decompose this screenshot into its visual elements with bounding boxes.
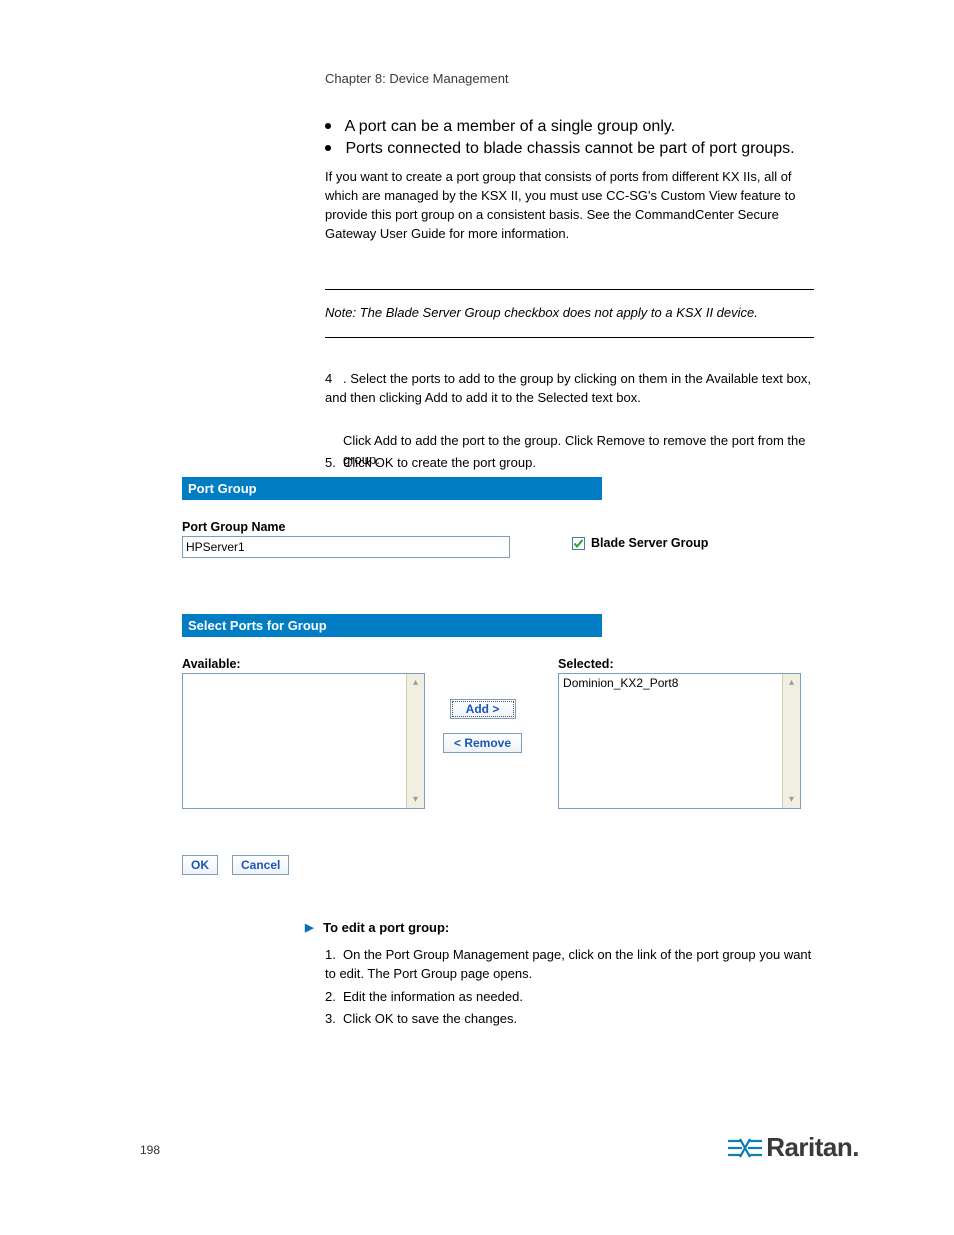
blade-server-group-option[interactable]: Blade Server Group bbox=[572, 536, 708, 550]
intro-paragraph: If you want to create a port group that … bbox=[325, 168, 814, 243]
raritan-logo-icon bbox=[728, 1135, 762, 1161]
raritan-logo: Raritan. bbox=[728, 1132, 859, 1163]
bullet-dot bbox=[325, 123, 331, 129]
list-item[interactable]: Dominion_KX2_Port8 bbox=[563, 676, 796, 690]
step-num-2: 2. bbox=[325, 988, 343, 1007]
arrow-icon: ▶ bbox=[305, 922, 313, 934]
selected-scrollbar[interactable]: ▴ ▾ bbox=[782, 674, 800, 808]
chapter-heading: Chapter 8: Device Management bbox=[325, 70, 824, 88]
available-listbox[interactable]: ▴ ▾ bbox=[182, 673, 425, 809]
available-column: Available: ▴ ▾ bbox=[182, 657, 425, 809]
section-header-port-group: Port Group bbox=[182, 477, 602, 500]
transfer-buttons: Add > < Remove bbox=[443, 699, 522, 753]
chapter-title-text: Chapter 8: Device Management bbox=[325, 71, 509, 86]
cancel-button[interactable]: Cancel bbox=[232, 855, 289, 875]
page: Chapter 8: Device Management A port can … bbox=[0, 0, 954, 1235]
available-label: Available: bbox=[182, 657, 425, 671]
selected-column: Selected: Dominion_KX2_Port8 ▴ ▾ bbox=[558, 657, 801, 809]
port-group-name-row: Blade Server Group bbox=[182, 536, 847, 558]
bullet-1-text: A port can be a member of a single group… bbox=[345, 118, 676, 135]
checkmark-icon bbox=[573, 538, 584, 549]
scroll-down-icon[interactable]: ▾ bbox=[407, 791, 424, 808]
step-1-text: On the Port Group Management page, click… bbox=[325, 947, 811, 981]
port-group-screenshot: Port Group Port Group Name Blade Server … bbox=[182, 477, 847, 875]
note-text: Note: The Blade Server Group checkbox do… bbox=[325, 290, 814, 337]
bullet-1: A port can be a member of a single group… bbox=[325, 118, 814, 136]
dual-list-selector: Available: ▴ ▾ Add > < Remove Selected: … bbox=[182, 657, 847, 809]
todo-heading: ▶ To edit a port group: bbox=[305, 920, 814, 935]
blade-label: Blade Server Group bbox=[591, 536, 708, 550]
available-scrollbar[interactable]: ▴ ▾ bbox=[406, 674, 424, 808]
bullet-2: Ports connected to blade chassis cannot … bbox=[325, 140, 814, 158]
step-2: 2.Edit the information as needed. bbox=[325, 988, 814, 1007]
raritan-logo-text: Raritan. bbox=[766, 1132, 859, 1163]
bullet-dot bbox=[325, 145, 331, 151]
num-5: 5. bbox=[325, 454, 343, 473]
num-5-text: Click OK to create the port group. bbox=[343, 455, 536, 470]
dialog-actions: OK Cancel bbox=[182, 855, 847, 875]
scroll-up-icon[interactable]: ▴ bbox=[783, 674, 800, 691]
bullet-2-text: Ports connected to blade chassis cannot … bbox=[345, 140, 794, 157]
step-2-text: Edit the information as needed. bbox=[343, 989, 523, 1004]
step-3: 3.Click OK to save the changes. bbox=[325, 1010, 814, 1029]
step-num-1: 1. bbox=[325, 946, 343, 965]
step-1: 1.On the Port Group Management page, cli… bbox=[325, 946, 814, 984]
todo-heading-text: To edit a port group: bbox=[323, 920, 449, 935]
selected-listbox[interactable]: Dominion_KX2_Port8 ▴ ▾ bbox=[558, 673, 801, 809]
num-4-text: . Select the ports to add to the group b… bbox=[325, 371, 811, 405]
add-button[interactable]: Add > bbox=[450, 699, 516, 719]
scroll-up-icon[interactable]: ▴ bbox=[407, 674, 424, 691]
note-bottom-rule bbox=[325, 337, 814, 338]
port-group-name-input[interactable] bbox=[182, 536, 510, 558]
step-3-text: Click OK to save the changes. bbox=[343, 1011, 517, 1026]
num-4: 4 bbox=[325, 370, 343, 389]
blade-checkbox[interactable] bbox=[572, 537, 585, 550]
num-item-5: 5.Click OK to create the port group. bbox=[325, 454, 814, 473]
section-header-select-ports: Select Ports for Group bbox=[182, 614, 602, 637]
ok-button[interactable]: OK bbox=[182, 855, 218, 875]
note-block: Note: The Blade Server Group checkbox do… bbox=[325, 289, 814, 338]
scroll-down-icon[interactable]: ▾ bbox=[783, 791, 800, 808]
num-item-4: 4. Select the ports to add to the group … bbox=[325, 370, 814, 408]
page-number: 198 bbox=[140, 1143, 160, 1157]
port-group-name-label: Port Group Name bbox=[182, 520, 847, 534]
remove-button[interactable]: < Remove bbox=[443, 733, 522, 753]
selected-label: Selected: bbox=[558, 657, 801, 671]
step-num-3: 3. bbox=[325, 1010, 343, 1029]
